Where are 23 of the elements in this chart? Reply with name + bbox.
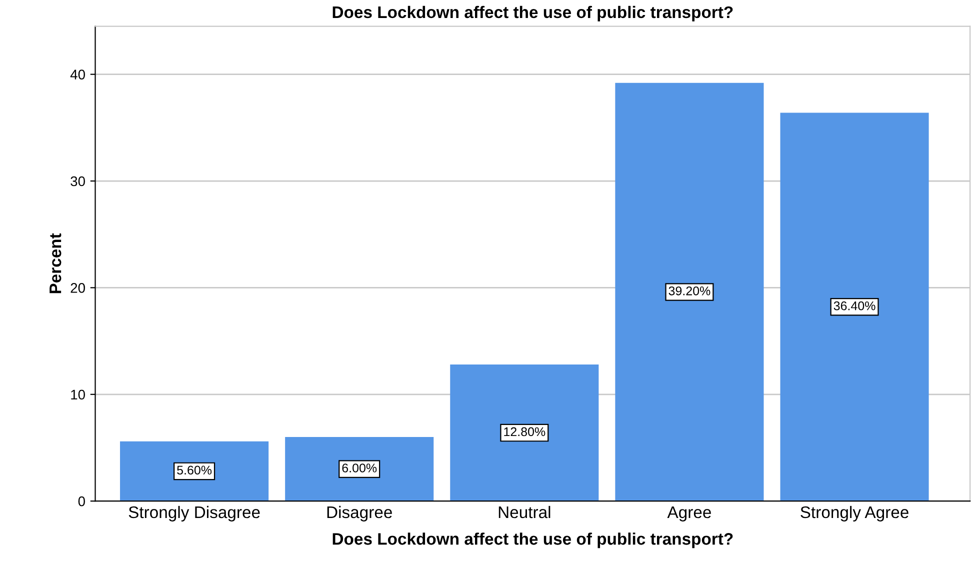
bar <box>120 441 269 502</box>
y-axis-title: Percent <box>50 233 62 294</box>
x-tick-label: Strongly Agree <box>800 506 908 522</box>
y-tick-label: 30 <box>70 176 85 186</box>
y-tick-label: 40 <box>70 70 85 80</box>
x-tick-label: Strongly Disagree <box>128 506 260 522</box>
bar <box>615 82 764 502</box>
data-label: 5.60% <box>177 466 212 475</box>
y-tick-label: 0 <box>78 496 85 506</box>
y-tick-label: 10 <box>71 390 85 400</box>
x-axis-title: Does Lockdown affect the use of public transport? <box>332 532 733 548</box>
x-tick-label: Neutral <box>498 506 550 518</box>
x-tick-label: Agree <box>667 506 711 522</box>
data-label: 39.20% <box>668 286 710 296</box>
data-label: 36.40% <box>834 301 876 310</box>
data-label: 12.80% <box>504 427 546 436</box>
bar <box>780 112 929 502</box>
data-label: 6.00% <box>342 464 377 472</box>
y-tick-label: 20 <box>70 283 85 293</box>
bar <box>285 437 434 502</box>
bar <box>450 364 599 502</box>
chart-title: Does Lockdown affect the use of public transport? <box>332 6 733 22</box>
x-tick-label: Disagree <box>327 506 392 522</box>
